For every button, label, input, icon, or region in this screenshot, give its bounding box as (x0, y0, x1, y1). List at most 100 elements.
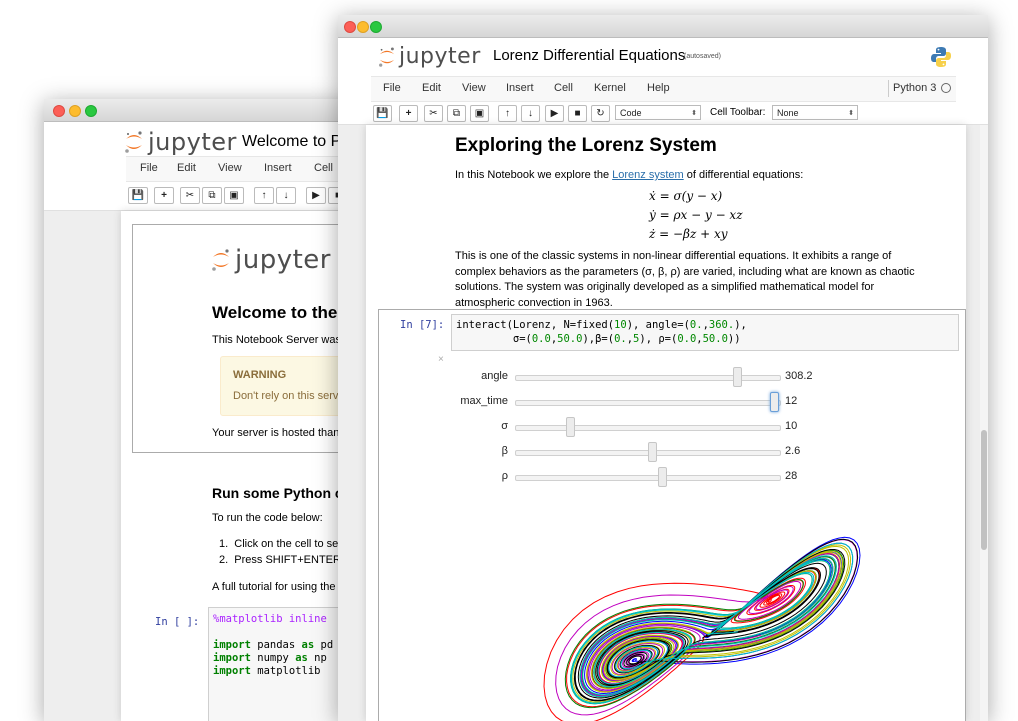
code-token: 10 (614, 319, 627, 331)
paste-button[interactable]: ▣ (224, 187, 244, 204)
front-menubar: File Edit View Insert Cell Kernel Help P… (371, 76, 956, 102)
slider-track[interactable] (515, 400, 781, 406)
menu-cell[interactable]: Cell (314, 162, 333, 174)
lorenz-system-link[interactable]: Lorenz system (612, 169, 684, 181)
menu-view[interactable]: View (462, 82, 486, 94)
jupyter-logo-icon (124, 130, 144, 154)
tutorial-text: A full tutorial for using the (212, 581, 336, 593)
slider-handle[interactable] (566, 417, 575, 437)
intro-text-start: In this Notebook we explore the (455, 169, 612, 181)
warning-title: WARNING (233, 369, 286, 381)
jupyter-wordmark: jupyter (148, 128, 237, 156)
select-arrows-icon: ⬍ (691, 106, 697, 121)
restart-button[interactable]: ↻ (591, 105, 610, 122)
markdown-heading: Exploring the Lorenz System (455, 135, 717, 157)
autosave-status: (autosaved) (684, 53, 721, 60)
slider-value: 28 (785, 470, 797, 482)
kernel-status-icon (941, 83, 951, 93)
move-up-button[interactable]: ↑ (498, 105, 517, 122)
menu-file[interactable]: File (140, 162, 158, 174)
slider-label: σ (448, 420, 508, 432)
slider-track[interactable] (515, 475, 781, 481)
code-token: 0. (614, 333, 627, 345)
menu-cell[interactable]: Cell (554, 82, 573, 94)
kernel-name[interactable]: Python 3 (893, 82, 936, 94)
server-hosted-text: Your server is hosted than (212, 427, 339, 439)
slider-handle[interactable] (648, 442, 657, 462)
jupyter-logo[interactable]: jupyter (124, 128, 237, 156)
menu-view[interactable]: View (218, 162, 242, 174)
code-token: ), ρ=( (639, 333, 677, 345)
move-down-button[interactable]: ↓ (276, 187, 296, 204)
run-button[interactable]: ▶ (545, 105, 564, 122)
menu-edit[interactable]: Edit (422, 82, 441, 94)
slider-label: max_time (448, 395, 508, 407)
save-button[interactable]: 💾 (373, 105, 392, 122)
paragraph-line-1: This is one of the classic systems in no… (455, 249, 915, 265)
code-token: 360. (709, 319, 734, 331)
add-cell-button[interactable]: + (154, 187, 174, 204)
sliders-area: angle 308.2 max_time 12 σ 10 β 2.6 ρ 28 (379, 357, 959, 482)
copy-button[interactable]: ⧉ (447, 105, 466, 122)
code-input[interactable]: interact(Lorenz, N=fixed(10), angle=(0.,… (451, 314, 959, 351)
slider-label: angle (448, 370, 508, 382)
code-cell[interactable]: In [7]: interact(Lorenz, N=fixed(10), an… (378, 309, 966, 721)
equation-z: ż = −βz + xy (649, 225, 743, 244)
menu-kernel[interactable]: Kernel (594, 82, 626, 94)
scrollbar-track[interactable] (980, 125, 988, 721)
close-window-button[interactable] (53, 105, 65, 117)
slider-handle[interactable] (658, 467, 667, 487)
code-token: 50.0 (557, 333, 582, 345)
minimize-window-button[interactable] (357, 21, 369, 33)
add-cell-button[interactable]: + (399, 105, 418, 122)
move-up-button[interactable]: ↑ (254, 187, 274, 204)
menu-insert[interactable]: Insert (506, 82, 534, 94)
jupyter-logo[interactable]: jupyter (378, 44, 481, 69)
menu-help[interactable]: Help (647, 82, 670, 94)
code-token: import (213, 639, 251, 651)
move-down-button[interactable]: ↓ (521, 105, 540, 122)
markdown-paragraph: This is one of the classic systems in no… (455, 249, 915, 311)
code-token: import (213, 665, 251, 677)
save-button[interactable]: 💾 (128, 187, 148, 204)
paste-button[interactable]: ▣ (470, 105, 489, 122)
step-1-text: Click on the cell to se (234, 538, 338, 550)
cut-button[interactable]: ✂ (424, 105, 443, 122)
code-token: )) (728, 333, 741, 345)
scrollbar-thumb[interactable] (981, 430, 987, 550)
cut-button[interactable]: ✂ (180, 187, 200, 204)
code-token: as (295, 652, 308, 664)
zoom-window-button[interactable] (370, 21, 382, 33)
menu-file[interactable]: File (383, 82, 401, 94)
code-token: σ=( (456, 333, 532, 345)
slider-value: 308.2 (785, 370, 813, 382)
slider-row: β 2.6 (379, 442, 959, 464)
code-token: numpy (251, 652, 295, 664)
paragraph-line-2: complex behaviors as the parameters (σ, … (455, 265, 915, 281)
cell-toolbar-select[interactable]: None ⬍ (772, 105, 858, 120)
menu-insert[interactable]: Insert (264, 162, 292, 174)
interrupt-button[interactable]: ■ (568, 105, 587, 122)
slider-handle[interactable] (770, 392, 779, 412)
close-window-button[interactable] (344, 21, 356, 33)
cell-type-select[interactable]: Code ⬍ (615, 105, 701, 120)
minimize-window-button[interactable] (69, 105, 81, 117)
code-cell-prompt: In [ ]: (155, 616, 199, 628)
code-token: np (308, 652, 327, 664)
lorenz-trajectory (556, 540, 858, 715)
slider-row: ρ 28 (379, 467, 959, 489)
lorenz-attractor-plot (504, 532, 904, 721)
copy-button[interactable]: ⧉ (202, 187, 222, 204)
zoom-window-button[interactable] (85, 105, 97, 117)
slider-value: 10 (785, 420, 797, 432)
menu-edit[interactable]: Edit (177, 162, 196, 174)
slider-label: β (448, 445, 508, 457)
slider-handle[interactable] (733, 367, 742, 387)
notebook-title[interactable]: Lorenz Differential Equations (493, 47, 685, 64)
front-notebook-window: jupyter Lorenz Differential Equations (a… (338, 15, 988, 721)
slider-track[interactable] (515, 425, 781, 431)
jupyter-logo-icon (378, 46, 396, 68)
warning-text: Don't rely on this serv (233, 390, 338, 402)
run-intro: To run the code below: (212, 512, 323, 524)
run-button[interactable]: ▶ (306, 187, 326, 204)
